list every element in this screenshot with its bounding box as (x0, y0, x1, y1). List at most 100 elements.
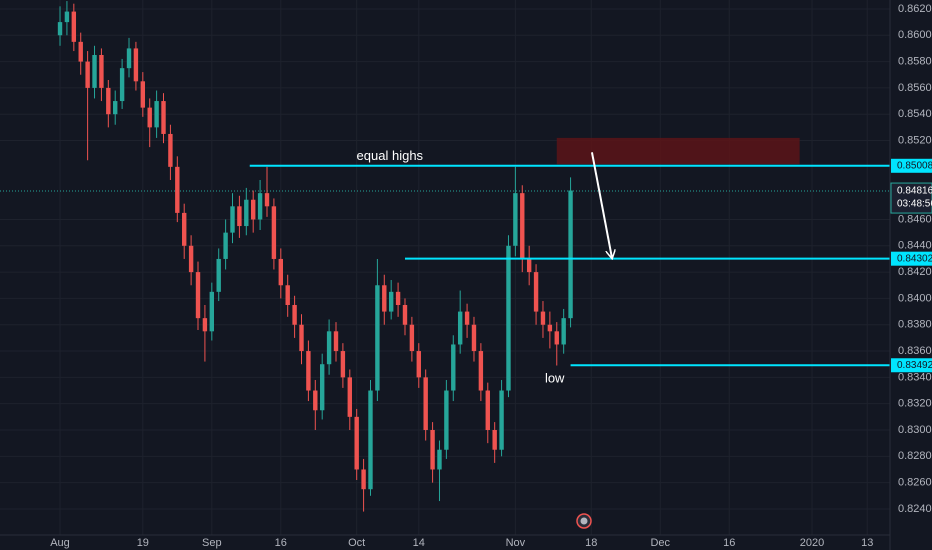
candle-body (354, 416, 359, 470)
candle-body (216, 258, 221, 292)
candle-body (278, 258, 283, 286)
current-price-tag (890, 182, 932, 214)
candle-body (471, 324, 477, 352)
candle-body (299, 324, 304, 352)
candle-body (85, 61, 90, 88)
candle-body (423, 377, 428, 430)
candle-body (402, 305, 408, 325)
candle-body (416, 351, 421, 378)
level-tag (891, 358, 932, 373)
candle-body (526, 258, 532, 273)
candle-body (430, 430, 435, 470)
annotation: low (545, 370, 565, 385)
candle-body (540, 311, 546, 325)
candle-body (554, 331, 559, 345)
level-tag-label: 0.83492 (897, 360, 932, 371)
x-tick-label: 14 (413, 537, 425, 549)
x-tick-label: Oct (348, 537, 365, 549)
candle-body (223, 232, 228, 259)
x-tick-label: 2020 (800, 537, 824, 549)
candle-body (106, 87, 111, 115)
candle-body (251, 199, 256, 220)
candle-body (347, 377, 352, 417)
candle-body (195, 272, 201, 319)
candle-body (375, 285, 380, 391)
candle-body (313, 390, 318, 411)
candle-body (140, 81, 146, 108)
arrow (590, 152, 612, 258)
countdown-label: 03:48:56 (897, 199, 932, 210)
candle-body (119, 68, 125, 102)
level-tag-label: 0.85008 (897, 160, 932, 171)
candle-body (175, 166, 180, 213)
plot-area: equal highs low (0, 1, 890, 512)
candle-body (547, 324, 553, 332)
candle-body (64, 11, 70, 23)
candle-body (361, 469, 366, 490)
candle-body (457, 311, 463, 345)
level-tag (891, 251, 932, 266)
candle-body (147, 107, 152, 128)
event-icon-dot (580, 517, 588, 525)
candle-body (230, 206, 235, 233)
candle-body (92, 55, 97, 88)
candle-body (292, 305, 297, 325)
candle-body (444, 390, 449, 450)
candle-body (478, 351, 484, 391)
supply-zone (556, 137, 800, 165)
candle-body (271, 206, 277, 259)
candle-body (168, 133, 173, 167)
candle-body (71, 11, 77, 42)
candle-body (188, 245, 194, 273)
candle-body (237, 206, 242, 227)
candle-body (382, 285, 387, 312)
candle-body (485, 390, 490, 430)
candle-body (285, 285, 290, 305)
x-tick-label: Dec (650, 537, 670, 549)
level-tag-label: 0.84302 (897, 253, 932, 264)
x-tick-label: 13 (861, 537, 873, 549)
candle-body (161, 101, 166, 134)
x-tick-label: 16 (723, 537, 735, 549)
candle-body (99, 55, 104, 88)
candle-body (464, 311, 470, 325)
candle-body (306, 351, 311, 391)
candle-body (154, 101, 159, 128)
candle-body (409, 324, 415, 352)
candle-body (520, 193, 525, 259)
candle-body (326, 331, 332, 365)
candle-body (513, 193, 518, 246)
current-price-label: 0.84816 (897, 186, 932, 197)
y-tick-label: 0.82400 (898, 503, 932, 515)
candle-body (533, 272, 539, 312)
candle-body (568, 190, 573, 319)
candle-body (113, 101, 118, 115)
annotation: equal highs (357, 148, 424, 163)
candle-body (561, 318, 566, 345)
x-tick-label: 18 (585, 537, 597, 549)
candle-body (244, 199, 249, 227)
x-tick-label: Sep (202, 537, 222, 549)
candle-body (451, 344, 456, 391)
candle-body (506, 245, 511, 391)
candle-body (437, 449, 442, 470)
level-tag (891, 158, 932, 173)
candle-body (492, 430, 497, 450)
candle-body (333, 331, 339, 352)
candle-body (78, 41, 83, 62)
